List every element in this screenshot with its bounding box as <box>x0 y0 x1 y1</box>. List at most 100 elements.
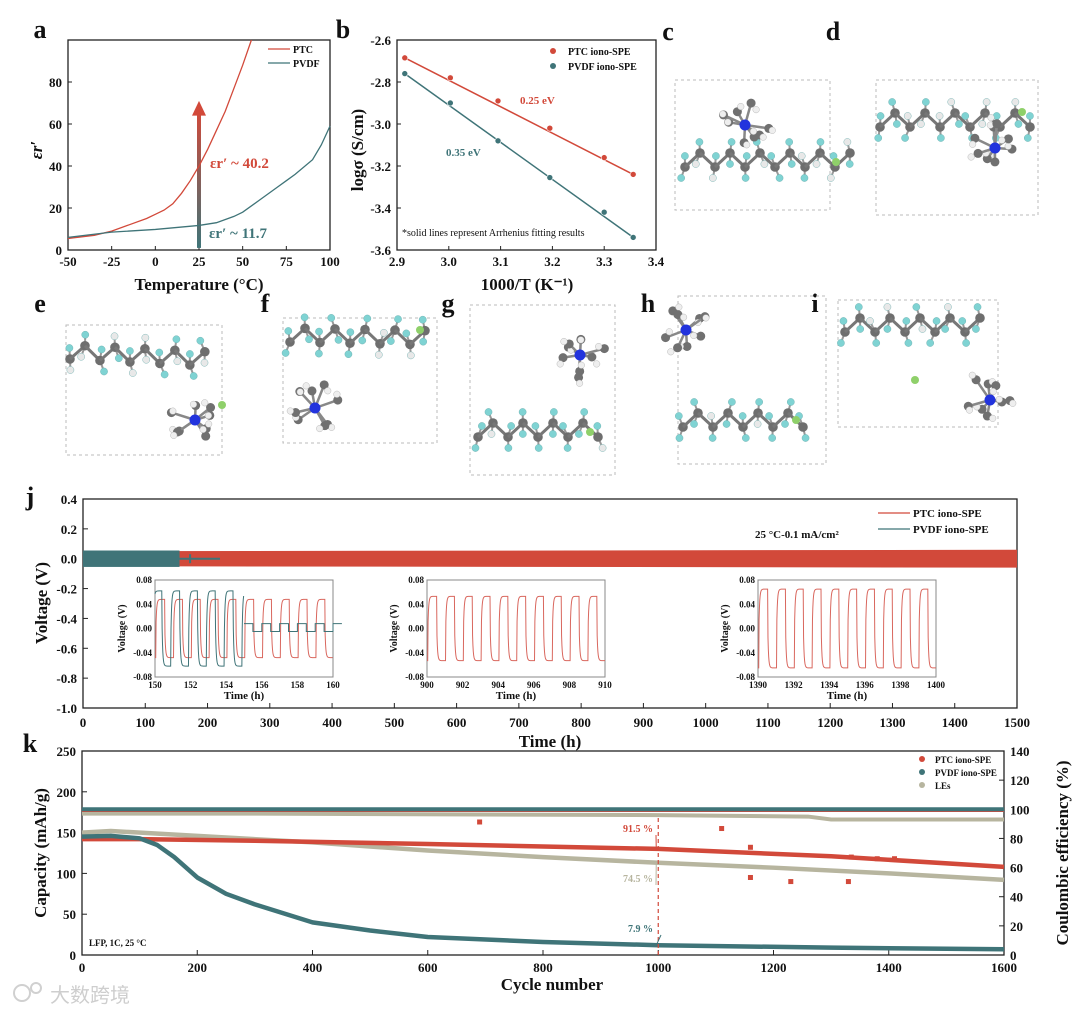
panel-label-e: e <box>34 289 46 318</box>
fluorine-atom <box>549 430 557 438</box>
efficiency-series-2 <box>82 811 1004 822</box>
fluorine-atom <box>955 120 963 128</box>
molecule-e <box>65 324 226 456</box>
x-tick-label-k: 1200 <box>761 960 787 975</box>
y-tick-label-a: 60 <box>49 117 62 132</box>
plot-j-frame <box>82 498 1018 709</box>
y-tick-label-k: 50 <box>63 907 76 922</box>
unit-cell-box <box>65 324 223 456</box>
hydrogen-atom <box>286 407 294 415</box>
inset-x-tick-label: 910 <box>598 680 612 690</box>
fluorine-atom <box>874 134 883 142</box>
unit-cell-box <box>837 299 999 428</box>
y-right-tick-label-k: 100 <box>1010 802 1030 817</box>
legend-marker-b <box>550 63 556 69</box>
nitrogen-atom <box>309 402 321 414</box>
fluorine-atom <box>797 152 806 160</box>
y-tick-label-a: 20 <box>49 201 62 216</box>
fluorine-atom <box>196 336 205 345</box>
fluorine-atom <box>837 339 845 347</box>
hydrogen-atom <box>189 400 197 408</box>
fluorine-atom <box>781 420 789 428</box>
y-tick-label-a: 80 <box>49 75 62 90</box>
fluorine-atom <box>142 355 151 364</box>
x-tick-label-a: 25 <box>193 254 207 269</box>
molecule-i <box>837 299 1017 428</box>
carbon-atom <box>587 352 597 362</box>
temperature-arrow <box>197 109 201 248</box>
hydrogen-atom <box>749 127 757 135</box>
x-tick-label-j: 800 <box>571 715 591 730</box>
hydrogen-atom <box>998 136 1006 144</box>
inset-ptc-wave <box>757 588 937 669</box>
y-tick-label-j: 0.2 <box>61 522 77 537</box>
y-tick-label-j: 0.0 <box>61 552 77 567</box>
x-axis-label-b: 1000/T (K⁻¹) <box>481 275 574 294</box>
panel-label-g: g <box>442 289 455 318</box>
nitrogen-atom <box>984 394 996 406</box>
y-right-tick-label-k: 0 <box>1010 948 1017 963</box>
carbon-atom <box>991 381 1001 391</box>
fluorine-atom <box>738 412 747 420</box>
x-tick-label-a: -25 <box>103 254 121 269</box>
inset-ptc-wave <box>154 598 333 659</box>
outlier-point-ptc <box>788 879 794 885</box>
inset-y-tick-label: 0.04 <box>739 599 755 609</box>
inset-x-tick-label: 1390 <box>749 680 768 690</box>
ptc-voltage-band <box>83 549 1017 568</box>
inset-y-label: Voltage (V) <box>117 604 128 652</box>
x-tick-label-j: 1200 <box>817 715 843 730</box>
carbon-atom <box>661 333 671 343</box>
carbon-atom <box>682 341 692 351</box>
fluorine-atom <box>722 420 731 428</box>
inset-x-label: Time (h) <box>827 690 868 702</box>
legend-marker-k <box>919 756 925 762</box>
fluorine-atom <box>402 329 411 338</box>
fluorine-atom <box>380 328 388 337</box>
hydrogen-atom <box>204 412 212 420</box>
outlier-point-ptc <box>719 826 725 832</box>
fluorine-atom <box>484 408 493 416</box>
hydrogen-atom <box>737 103 745 111</box>
hydrogen-atom <box>969 140 977 148</box>
panel-label-i: i <box>811 289 818 318</box>
inset-x-tick-label: 152 <box>184 680 198 690</box>
fluorine-atom <box>972 325 980 333</box>
fluorine-atom <box>1014 120 1023 128</box>
fluorine-atom <box>300 313 309 322</box>
inset-x-tick-label: 1400 <box>927 680 946 690</box>
y-tick-label-j: -0.6 <box>56 641 77 656</box>
inset-frame-2 <box>757 579 937 678</box>
molecule-h <box>661 295 827 465</box>
outlier-point-ptc <box>874 856 880 862</box>
molecule-g <box>469 304 616 476</box>
fluorine-atom <box>742 434 750 442</box>
y-axis-label-j: Voltage (V) <box>32 562 51 644</box>
x-tick-label-j: 400 <box>322 715 342 730</box>
panel-label-c: c <box>662 17 674 46</box>
hydrogen-atom <box>577 361 585 369</box>
x-axis-label-a: Temperature (°C) <box>134 275 263 294</box>
x-tick-label-j: 1400 <box>942 715 968 730</box>
fluorine-atom <box>471 444 480 452</box>
hydrogen-atom <box>719 110 727 118</box>
fluorine-atom <box>315 349 323 358</box>
fluorine-atom <box>753 420 762 428</box>
inset-y-tick-label: 0.00 <box>739 624 755 634</box>
legend-label-b: PTC iono-SPE <box>568 47 631 58</box>
carbon-atom <box>696 331 706 341</box>
fluorine-atom <box>888 98 896 106</box>
carbon-atom <box>333 395 343 405</box>
fluorine-atom <box>926 339 934 347</box>
inset-x-tick-label: 1396 <box>856 680 875 690</box>
fluorine-atom <box>775 174 784 182</box>
carbon-atom <box>798 422 808 432</box>
fluorine-atom <box>982 98 991 106</box>
fluorine-atom <box>97 345 106 354</box>
inset-x-label: Time (h) <box>224 690 265 702</box>
anion-atom <box>586 428 594 436</box>
outlier-point-ptc <box>477 819 483 825</box>
fluorine-atom <box>507 422 515 430</box>
fluorine-atom <box>281 349 290 357</box>
